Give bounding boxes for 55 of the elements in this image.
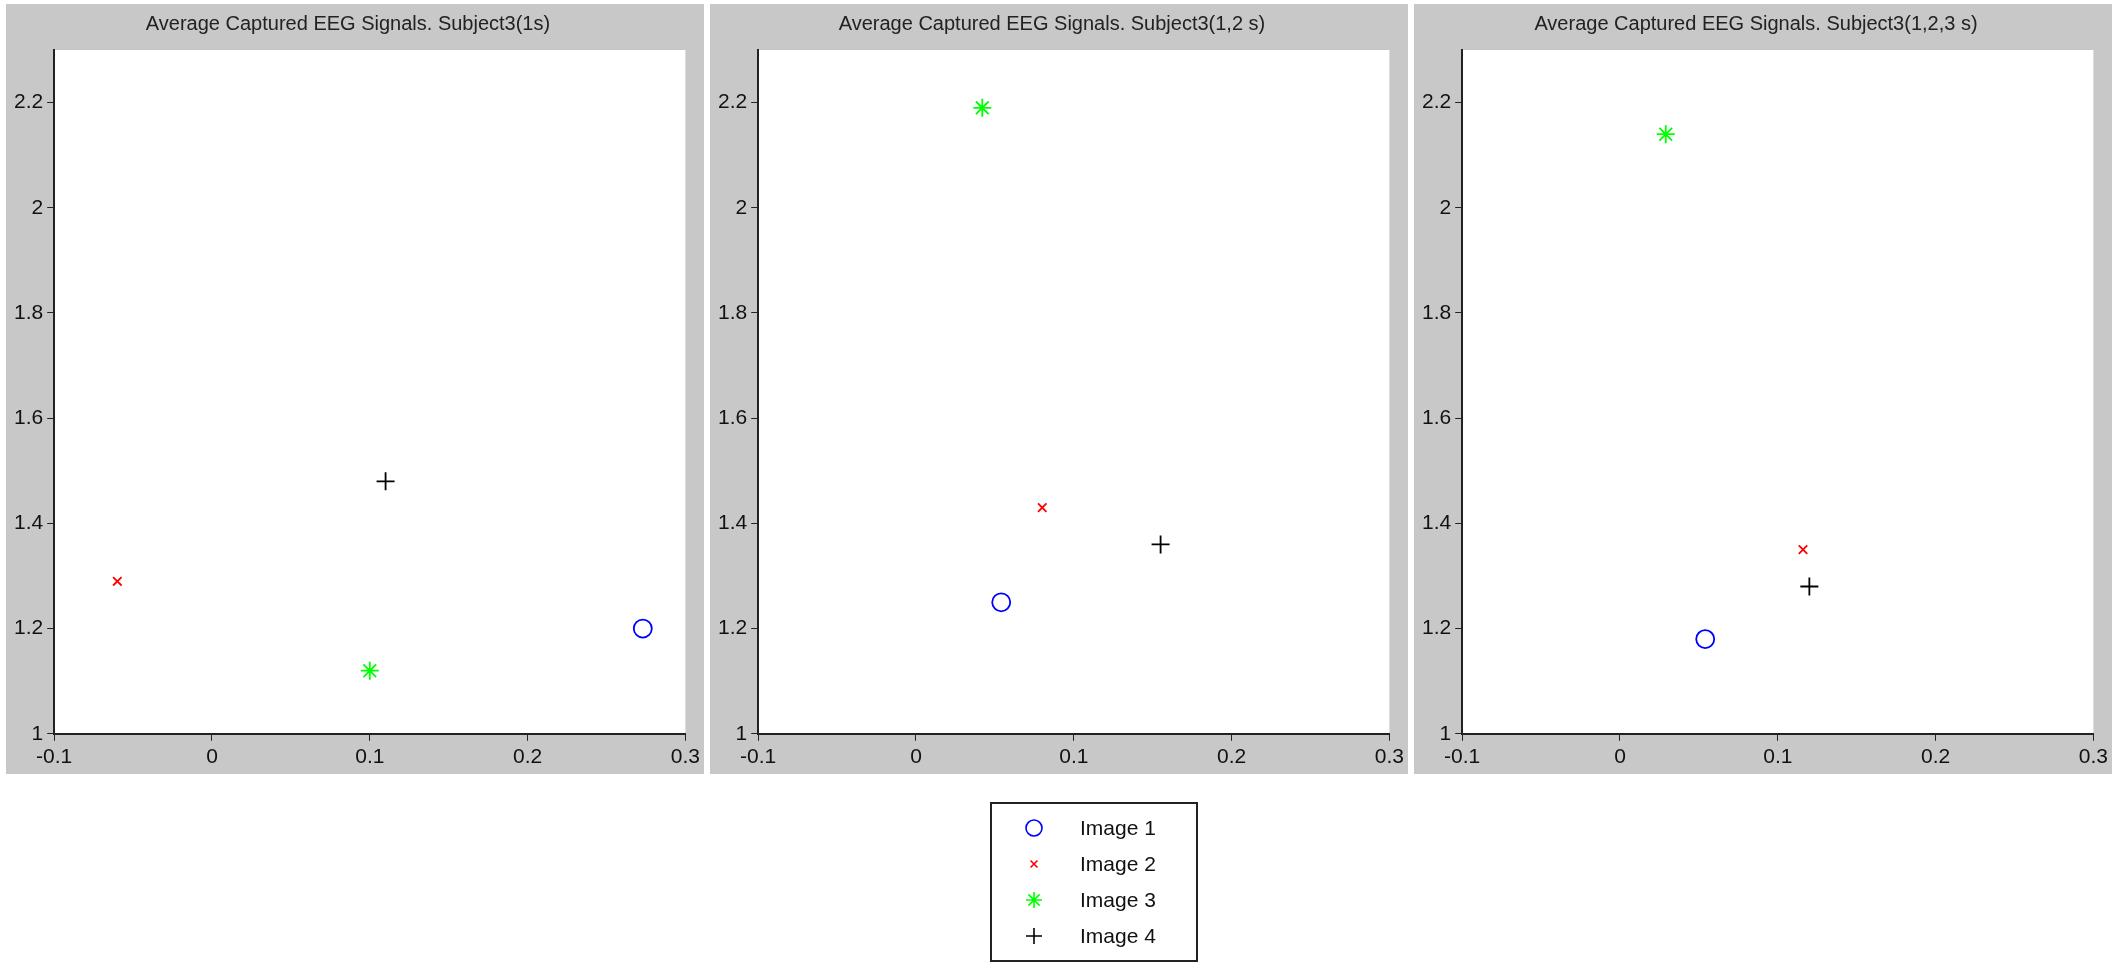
y-tick-label: 2 [31, 194, 44, 218]
chart-title: Average Captured EEG Signals. Subject3(1s) [145, 11, 551, 34]
y-tick-label: 1.4 [717, 510, 748, 534]
point [1695, 629, 1716, 650]
x-tick-label: 0.2 [1921, 744, 1951, 768]
legend-label: Image 1 [1080, 816, 1156, 840]
y-tick-label: 2.2 [13, 89, 44, 113]
point [1037, 502, 1048, 513]
chart-title: Average Captured EEG Signals. Subject3(1,2,3 s) [1534, 11, 1978, 34]
y-tick-label: 1.2 [13, 615, 44, 639]
point [1799, 576, 1820, 597]
y-tick-label: 1.4 [1421, 510, 1452, 534]
point [1797, 544, 1809, 555]
x-tick-label: -0.1 [740, 744, 777, 768]
x-tick-label: 0 [1614, 744, 1626, 768]
y-tick-label: 1 [1439, 720, 1452, 744]
y-tick-label: 2.2 [1421, 89, 1452, 113]
y-tick-label: 1.6 [13, 405, 44, 428]
y-tick-label: 1 [31, 720, 44, 744]
x-tick-label: 0.3 [2078, 744, 2109, 768]
point [991, 592, 1012, 613]
point [112, 576, 123, 587]
x-tick-label: -0.1 [1444, 744, 1481, 768]
y-tick-label: 2.2 [717, 89, 748, 113]
y-tick-label: 1.8 [717, 299, 748, 323]
x-tick-label: 0.1 [1059, 744, 1089, 768]
chart-title: Average Captured EEG Signals. Subject3(1,2 s) [838, 11, 1266, 34]
y-tick-label: 1.8 [1421, 299, 1452, 323]
legend-label: Image 2 [1080, 852, 1156, 876]
x-tick-label: 0 [910, 744, 922, 768]
point [972, 97, 993, 118]
y-tick-label: 1.4 [13, 510, 44, 534]
y-tick-label: 1.6 [717, 405, 748, 428]
x-tick-label: 0.3 [670, 744, 701, 768]
legend-label: Image 3 [1080, 888, 1156, 912]
point [632, 618, 653, 639]
y-tick-label: 1.2 [1421, 615, 1452, 639]
legend-label: Image 4 [1080, 924, 1156, 948]
x-tick-label: 0.2 [513, 744, 543, 768]
x-tick-label: 0.1 [1763, 744, 1793, 768]
x-tick-label: 0 [206, 744, 218, 768]
point [375, 471, 396, 492]
y-tick-label: 2 [735, 194, 748, 218]
x-tick-label: 0.3 [1374, 744, 1405, 768]
point [359, 660, 380, 681]
y-tick-label: 1.8 [13, 299, 44, 323]
y-tick-label: 2 [1439, 194, 1452, 218]
x-tick-label: -0.1 [36, 744, 73, 768]
x-tick-label: 0.2 [1217, 744, 1247, 768]
x-tick-label: 0.1 [355, 744, 385, 768]
point [1655, 124, 1676, 145]
y-tick-label: 1 [735, 720, 748, 744]
point [1150, 534, 1171, 555]
y-tick-label: 1.6 [1421, 405, 1452, 428]
y-tick-label: 1.2 [717, 615, 748, 639]
